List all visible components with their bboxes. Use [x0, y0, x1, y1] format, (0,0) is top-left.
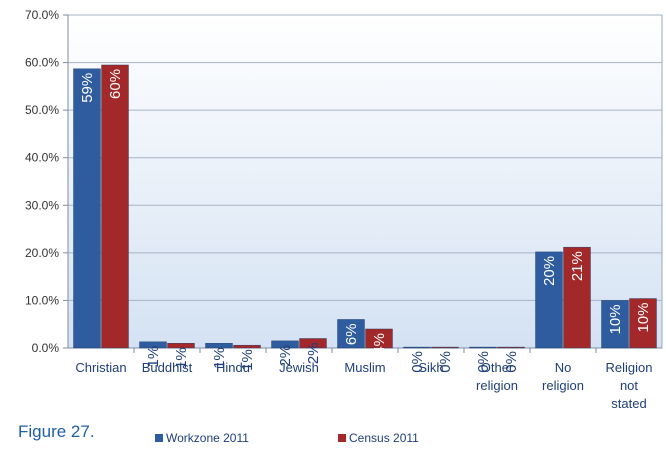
category-label: Muslim: [344, 360, 385, 375]
data-label: 0%: [409, 351, 426, 373]
bar-workzone: [205, 343, 233, 349]
category-label: Religion: [606, 360, 653, 375]
bar-census: [431, 346, 459, 349]
category-label: Sikh: [418, 360, 443, 375]
data-label: 1%: [239, 349, 256, 371]
bar-census: [497, 346, 525, 349]
data-label: 1%: [145, 346, 162, 368]
bar-census: [629, 298, 657, 349]
data-label: 0%: [475, 351, 492, 373]
bar-census: [167, 343, 195, 349]
data-label: 0%: [503, 351, 520, 373]
axes: 0.0% 10.0% 20.0% 30.0% 40.0% 50.0% 60.0% 70.0%: [25, 8, 662, 355]
bar-census: [563, 246, 591, 349]
bars: [73, 64, 657, 349]
data-label: 0%: [437, 351, 454, 373]
category-labels: Christian Buddhist Hindu Jewish Muslim Sikh Ot…: [75, 360, 652, 411]
legend: Workzone 2011 Census 2011: [155, 431, 419, 445]
figure-caption: Figure 27.: [18, 422, 95, 441]
bar-workzone: [535, 251, 563, 349]
data-label: 6%: [343, 323, 360, 345]
data-label: 60%: [107, 69, 124, 99]
bar-workzone: [271, 340, 299, 349]
bar-workzone: [403, 346, 431, 349]
data-label: 21%: [569, 251, 586, 281]
category-label: not: [620, 378, 638, 393]
category-label: Christian: [75, 360, 126, 375]
data-label: 1%: [211, 347, 228, 369]
category-label: No: [555, 360, 572, 375]
legend-label: Workzone 2011: [166, 431, 249, 445]
bar-census: [299, 338, 327, 349]
category-label: religion: [476, 378, 518, 393]
gridlines: [68, 14, 662, 301]
data-label: 2%: [277, 345, 294, 367]
data-labels: 59% 60% 1% 1% 1% 1% 2% 2% 6% 4% 0% 0% 0% 0% 20% 21% 10% 1…: [79, 69, 652, 373]
bar-workzone: [337, 319, 365, 349]
bar-workzone: [73, 68, 101, 349]
legend-swatch: [155, 434, 163, 442]
y-tick-label: 40.0%: [25, 151, 59, 165]
bar-workzone: [139, 341, 167, 349]
data-label: 10%: [635, 303, 652, 333]
data-label: 59%: [79, 73, 96, 103]
plot-area: [67, 14, 663, 349]
category-label: Buddhist: [142, 360, 193, 375]
legend-swatch: [338, 434, 346, 442]
data-label: 10%: [607, 304, 624, 334]
category-label: Jewish: [279, 360, 319, 375]
y-tick-label: 60.0%: [25, 56, 59, 70]
bar-census: [365, 328, 393, 349]
y-tick-label: 70.0%: [25, 8, 59, 22]
y-tick-label: 20.0%: [25, 246, 59, 260]
data-label: 4%: [371, 333, 388, 355]
data-label: 2%: [305, 342, 322, 364]
legend-label: Census 2011: [349, 431, 419, 445]
data-label: 20%: [541, 256, 558, 286]
y-tick-label: 50.0%: [25, 103, 59, 117]
category-label: Hindu: [216, 360, 250, 375]
category-label: Other: [481, 360, 514, 375]
category-label: religion: [542, 378, 584, 393]
y-tick-label: 30.0%: [25, 198, 59, 212]
y-tick-label: 0.0%: [32, 341, 60, 355]
y-tick-label: 10.0%: [25, 293, 59, 307]
bar-workzone: [601, 300, 629, 349]
bar-census: [233, 344, 261, 349]
bar-workzone: [469, 346, 497, 349]
data-label: 1%: [173, 347, 190, 369]
bar-census: [101, 64, 129, 349]
category-label: stated: [611, 396, 646, 411]
